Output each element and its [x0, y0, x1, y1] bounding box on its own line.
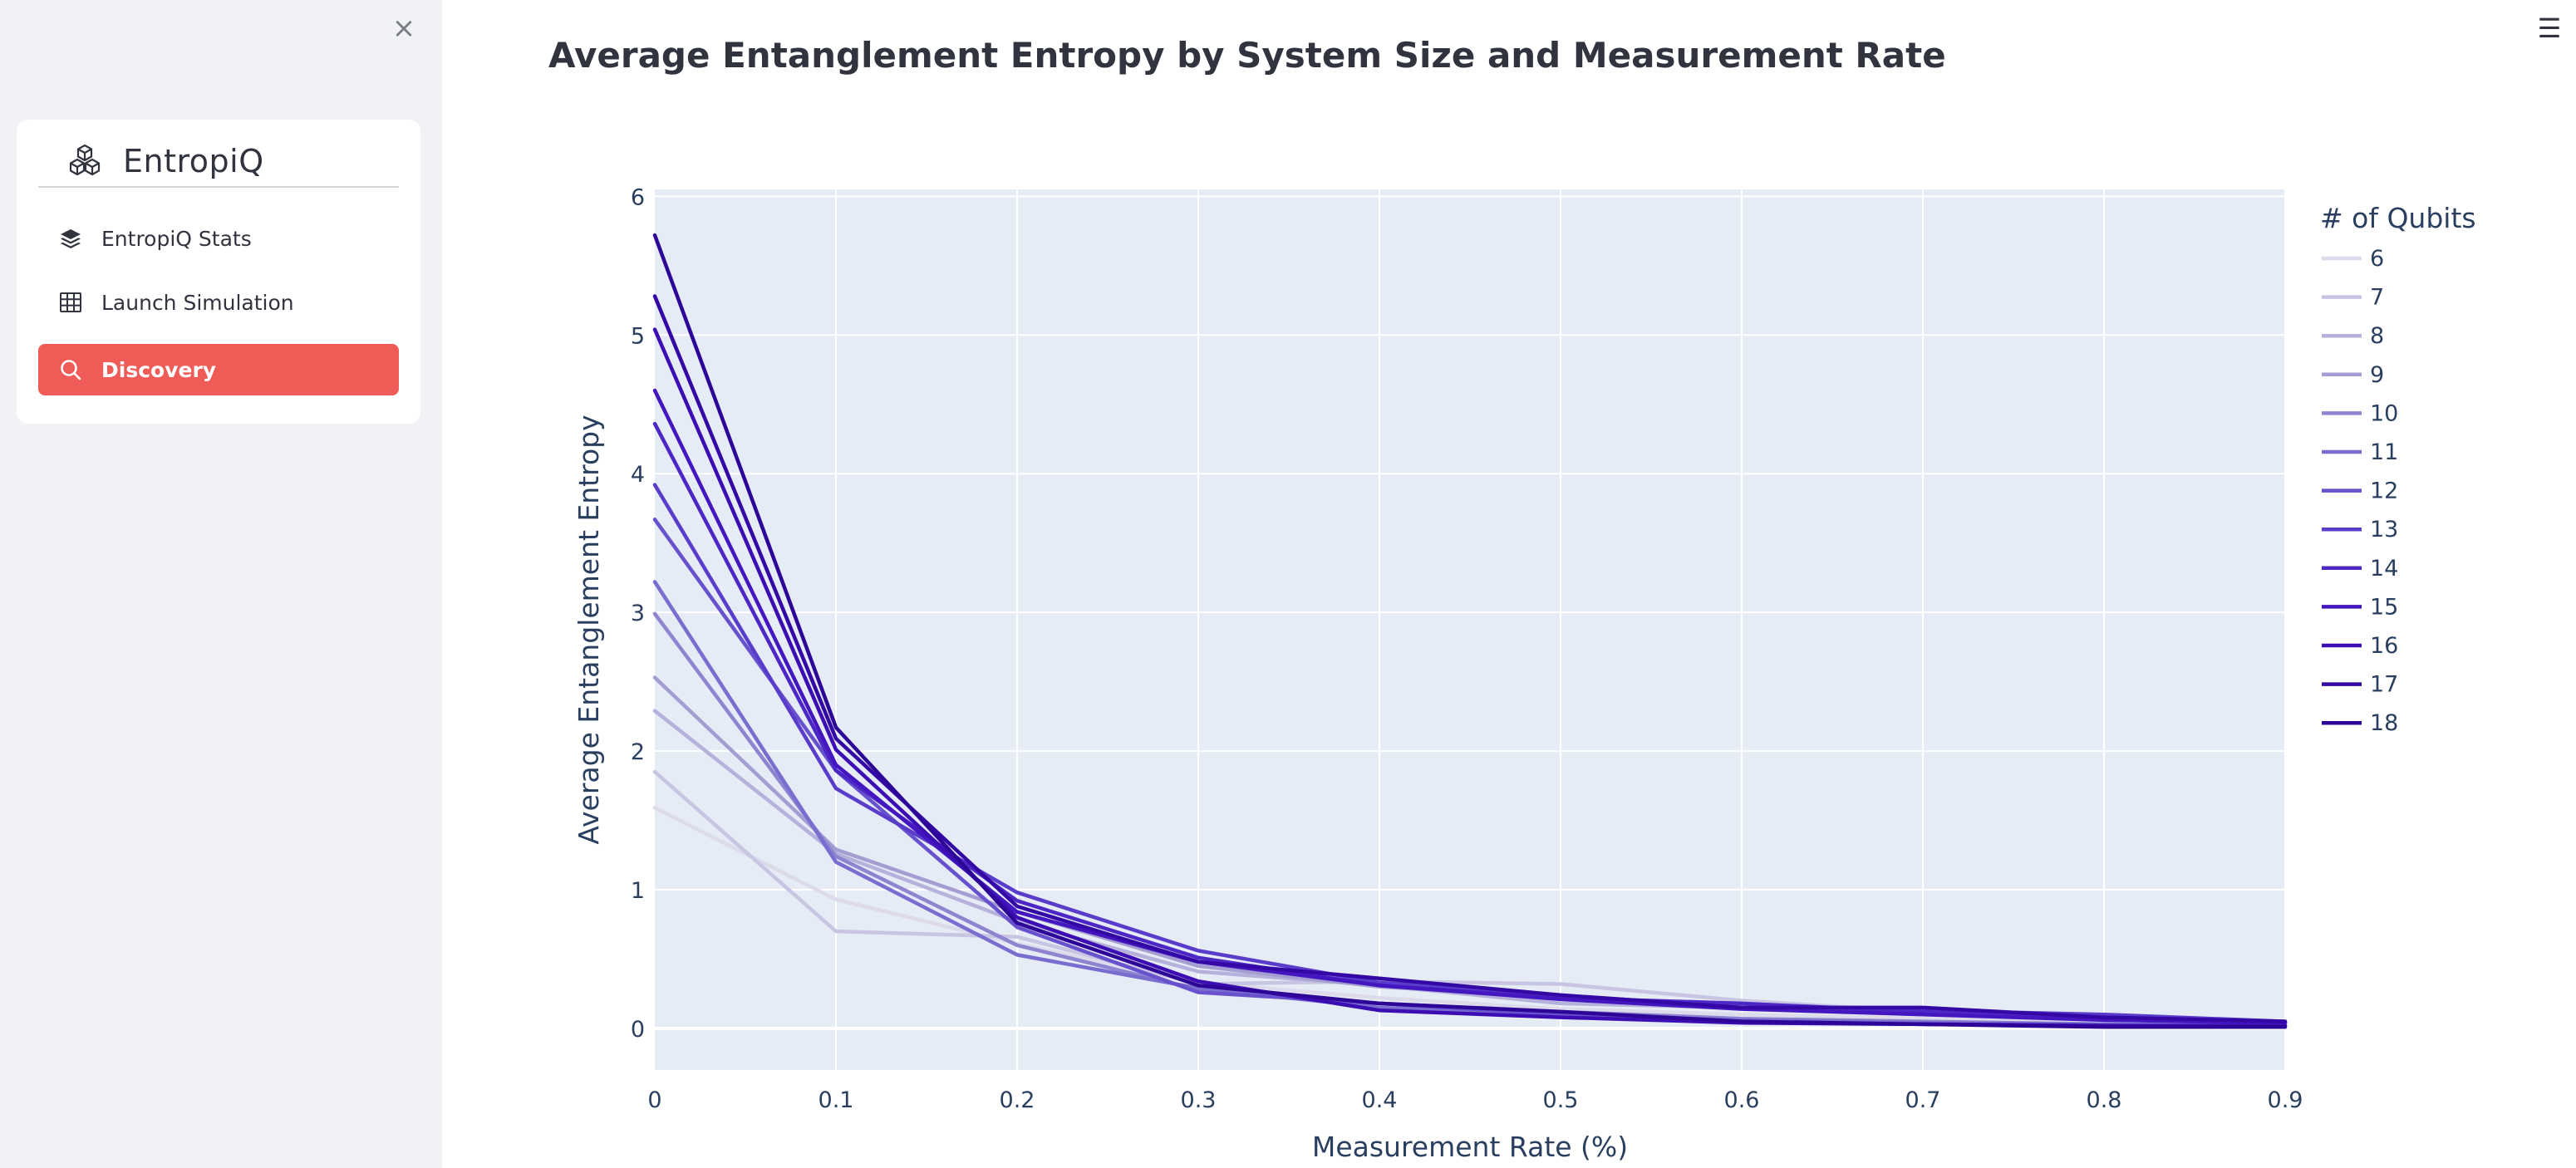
y-tick-label: 0: [631, 1017, 645, 1043]
series-line-15: [652, 388, 2288, 1025]
series-line-18: [652, 233, 2288, 1029]
x-tick-label: 0.5: [1543, 1087, 1579, 1113]
x-tick-label: 0.9: [2268, 1087, 2303, 1113]
brand-name: EntropiQ: [123, 143, 264, 179]
legend-label-14: 14: [2370, 556, 2398, 582]
x-tick-label: 0.2: [1000, 1087, 1035, 1113]
layers-icon: [58, 226, 83, 251]
x-tick-label: 0.8: [2087, 1087, 2122, 1113]
legend-label-11: 11: [2370, 439, 2398, 465]
x-axis-title: Measurement Rate (%): [1312, 1131, 1628, 1163]
y-tick-label: 6: [631, 184, 645, 210]
main-menu-button[interactable]: ☰: [2537, 12, 2562, 44]
y-axis-title: Average Entanglement Entropy: [573, 415, 605, 844]
legend-label-9: 9: [2370, 362, 2384, 388]
x-tick-label: 0.4: [1362, 1087, 1398, 1113]
search-icon: [58, 357, 83, 382]
y-tick-label: 2: [631, 739, 645, 765]
legend-label-16: 16: [2370, 633, 2398, 659]
y-tick-label: 3: [631, 601, 645, 626]
close-sidebar-button[interactable]: ×: [391, 12, 416, 45]
plot-background: [655, 189, 2285, 1070]
x-tick-label: 0.1: [819, 1087, 854, 1113]
x-tick-label: 0: [647, 1087, 661, 1113]
x-tick-label: 0.3: [1181, 1087, 1217, 1113]
legend-label-10: 10: [2370, 400, 2398, 426]
nav-item-label: EntropiQ Stats: [101, 226, 252, 251]
grid-lines: [655, 189, 2286, 1070]
legend-label-15: 15: [2370, 594, 2398, 620]
legend-label-18: 18: [2370, 710, 2398, 736]
y-tick-label: 4: [631, 462, 645, 488]
page-title: Average Entanglement Entropy by System S…: [548, 35, 1946, 76]
nav-item-entropiq-stats[interactable]: EntropiQ Stats: [38, 213, 399, 264]
nav-item-discovery[interactable]: Discovery: [38, 344, 399, 395]
sidebar: × EntropiQ: [0, 0, 442, 1168]
x-tick-label: 0.7: [1905, 1087, 1941, 1113]
nav-menu: EntropiQ EntropiQ Stats: [17, 120, 420, 424]
brand: EntropiQ: [38, 136, 399, 188]
series-lines: [652, 233, 2288, 1029]
legend-label-6: 6: [2370, 246, 2384, 272]
y-tick-label: 5: [631, 323, 645, 349]
y-tick-label: 1: [631, 878, 645, 904]
nav-item-launch-simulation[interactable]: Launch Simulation: [38, 277, 399, 328]
legend-label-12: 12: [2370, 478, 2398, 504]
legend-label-13: 13: [2370, 517, 2398, 542]
legend-label-7: 7: [2370, 285, 2384, 311]
grid-icon: [58, 290, 83, 315]
x-tick-label: 0.6: [1724, 1087, 1760, 1113]
nav-item-label: Launch Simulation: [101, 290, 294, 315]
series-line-17: [652, 294, 2288, 1023]
line-chart: 0 0.1 0.2 0.3 0.4 0.5 0.6 0.7 0.8 0.90123456Measu…: [573, 184, 2476, 1163]
legend-label-8: 8: [2370, 323, 2384, 349]
cubes-icon: [66, 143, 103, 179]
legend-title: # of Qubits: [2320, 202, 2476, 234]
nav-item-label: Discovery: [101, 357, 217, 382]
series-line-6: [652, 806, 2288, 1027]
legend-label-17: 17: [2370, 672, 2398, 698]
